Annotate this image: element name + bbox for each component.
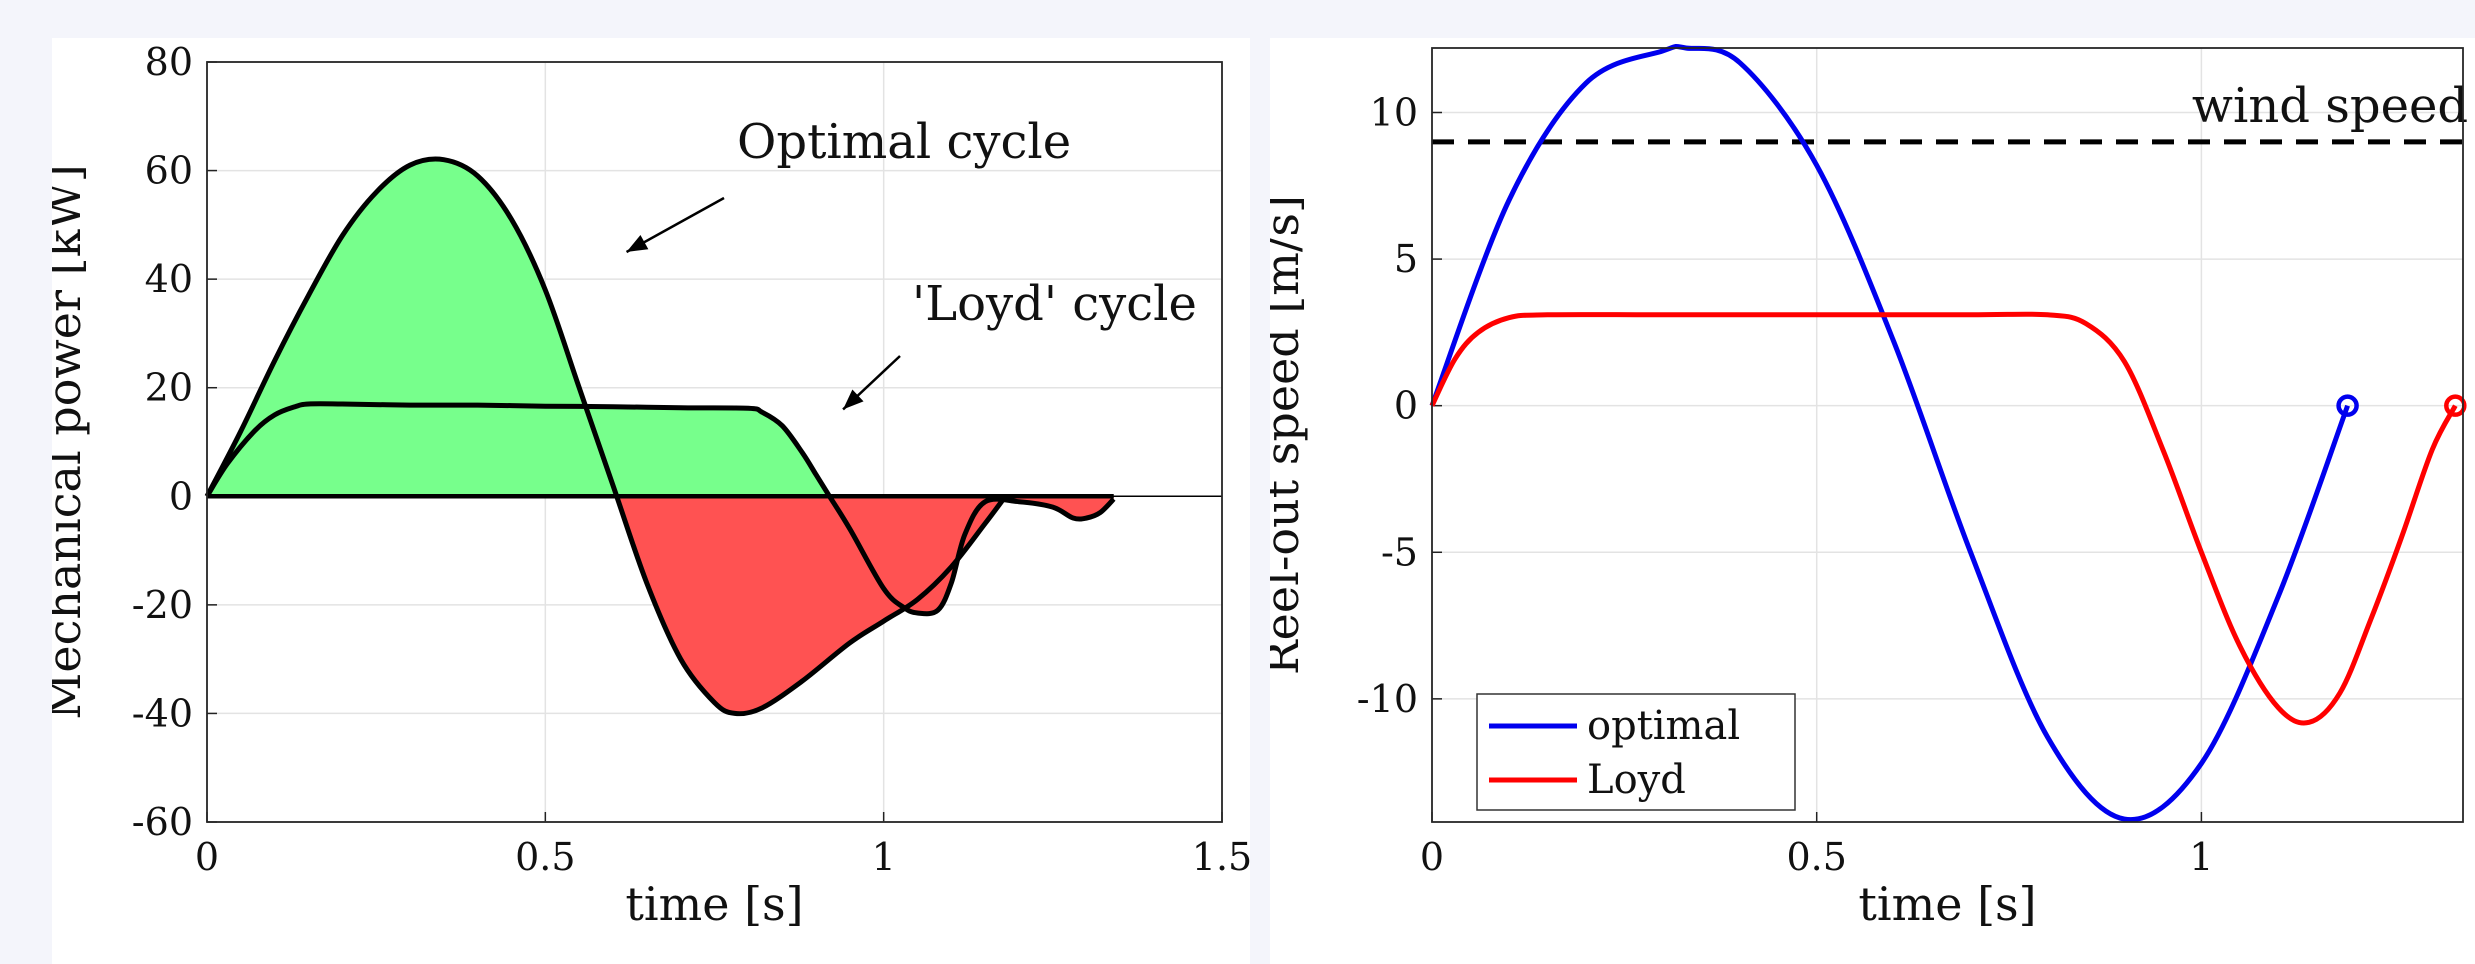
annotation-loyd-arrowhead <box>843 389 864 410</box>
speed-chart: 0 0.5 1 -10 -5 0 5 10 time [s] Reel-out speed [m/… <box>1270 44 2468 931</box>
x-axis-label: time [s] <box>1858 877 2036 931</box>
legend-label-optimal: optimal <box>1587 703 1740 749</box>
y-tick-label: -40 <box>132 691 193 735</box>
x-tick-label: 0 <box>195 835 219 879</box>
x-tick-label: 0.5 <box>515 835 575 879</box>
power-chart: 0 0.5 1 1.5 -60 -40 -20 0 20 40 60 80 time [s] Mechan… <box>52 40 1250 931</box>
series-end-marker-optimal <box>2336 394 2359 417</box>
x-tick-label: 1 <box>872 835 896 879</box>
y-tick-label: 60 <box>145 149 193 193</box>
y-tick-label: 20 <box>145 366 193 410</box>
y-tick-label: 80 <box>145 40 193 84</box>
y-tick-label: -20 <box>132 583 193 627</box>
annotation-optimal-arrowhead <box>626 234 649 252</box>
speed-chart-panel: 0 0.5 1 -10 -5 0 5 10 time [s] Reel-out speed [m/… <box>1270 38 2475 964</box>
loyd-cycle-line <box>204 401 1116 617</box>
y-axis-label: Reel-out speed [m/s] <box>1270 195 1309 675</box>
y-tick-label: -60 <box>132 800 193 844</box>
legend-label-loyd: Loyd <box>1587 757 1686 803</box>
series-line-optimal <box>1429 44 2350 823</box>
y-tick-label: 10 <box>1370 91 1418 135</box>
annotation-optimal: Optimal cycle <box>737 114 1071 170</box>
x-tick-label: 0.5 <box>1786 835 1846 879</box>
x-tick-label: 1.5 <box>1192 835 1250 879</box>
y-tick-label: 40 <box>145 257 193 301</box>
y-tick-label: 0 <box>1394 384 1418 428</box>
negative-energy-area <box>207 496 1006 714</box>
legend-box <box>1476 693 1796 811</box>
x-axis-label: time [s] <box>625 877 803 931</box>
plot-frame <box>206 61 1223 823</box>
x-tick-label: 0 <box>1420 835 1444 879</box>
plot-frame <box>1431 47 2464 823</box>
y-tick-label: -10 <box>1357 677 1418 721</box>
x-tick-label: 1 <box>2189 835 2213 879</box>
y-tick-label: 5 <box>1394 237 1418 281</box>
power-chart-panel: 0 0.5 1 1.5 -60 -40 -20 0 20 40 60 80 time [s] Mechan… <box>52 38 1250 964</box>
y-axis-label: Mechanical power [kW] <box>52 164 91 719</box>
y-tick-label: -5 <box>1381 530 1418 574</box>
positive-energy-area <box>207 403 830 497</box>
y-tick-label: 0 <box>169 474 193 518</box>
negative-energy-area <box>207 496 1114 614</box>
wind-speed-label: wind speed <box>2192 78 2468 134</box>
optimal-cycle-line <box>204 156 1008 717</box>
series-line-loyd <box>1429 311 2458 726</box>
series-end-marker-loyd <box>2444 394 2467 417</box>
annotation-loyd: 'Loyd' cycle <box>912 276 1197 332</box>
